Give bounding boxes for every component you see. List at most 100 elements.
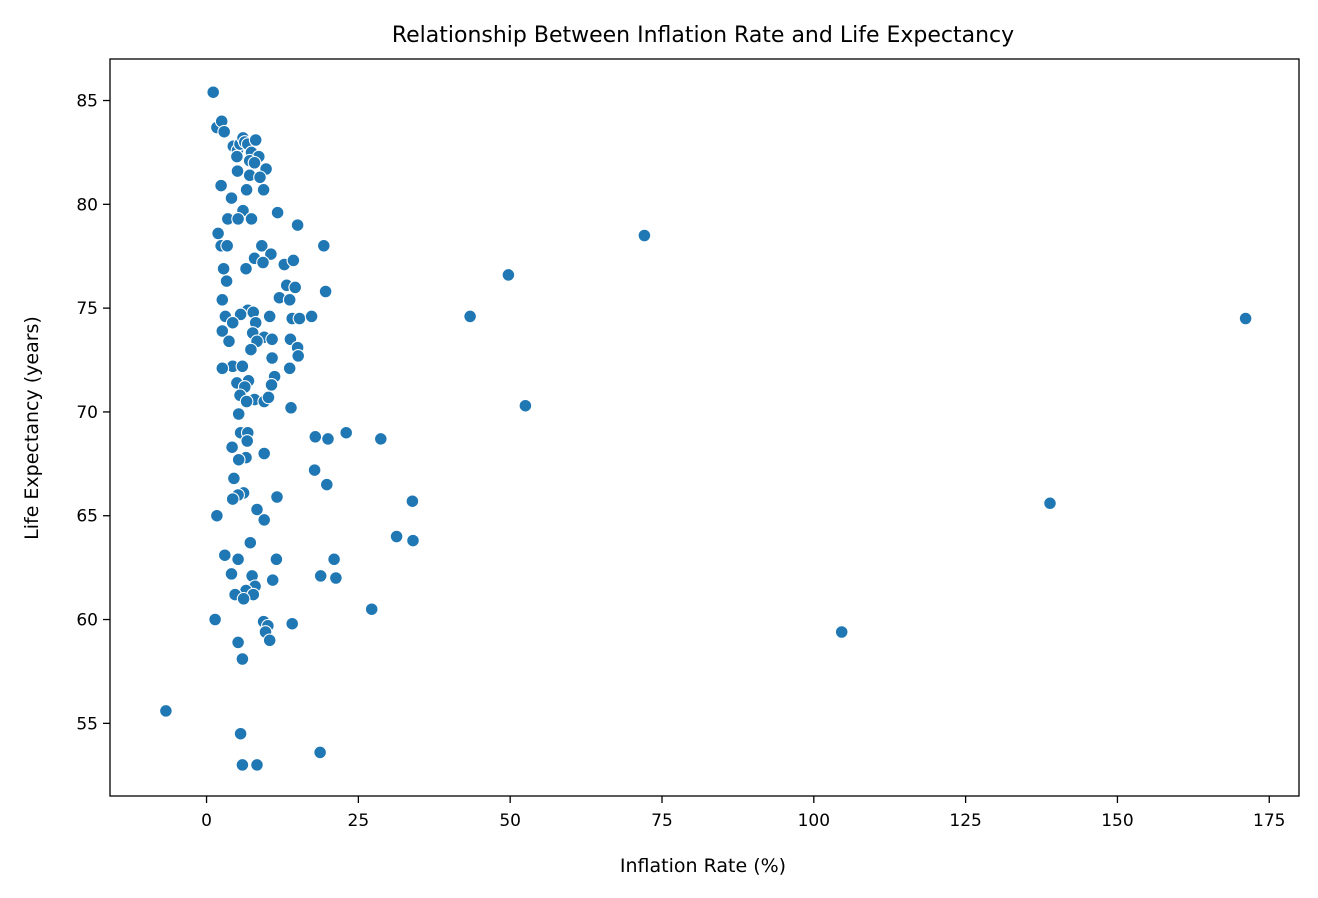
data-point [257, 446, 272, 461]
plot-frame [109, 58, 1300, 797]
data-points [159, 85, 1253, 772]
data-point [406, 533, 420, 548]
data-point [231, 212, 245, 226]
x-tick-label: 25 [348, 811, 370, 831]
data-point [308, 429, 323, 444]
x-tick-label: 75 [651, 811, 673, 831]
data-point [247, 155, 262, 170]
data-point [233, 726, 248, 741]
data-point [282, 292, 297, 307]
data-point [231, 635, 245, 650]
data-point [319, 477, 334, 492]
data-point [231, 452, 246, 467]
data-point [389, 529, 404, 544]
data-point [313, 569, 328, 583]
data-point [270, 490, 284, 504]
y-axis-label: Life Expectancy (years) [21, 316, 43, 540]
x-tick-label: 100 [798, 811, 830, 831]
x-tick-label: 150 [1101, 811, 1133, 831]
data-point [208, 612, 222, 627]
data-point [834, 625, 849, 639]
data-point [288, 280, 303, 295]
data-point [269, 552, 284, 567]
data-point [219, 274, 234, 288]
data-point [250, 502, 264, 517]
data-point [239, 394, 254, 409]
data-point [239, 261, 253, 276]
data-point [1238, 311, 1253, 326]
data-point [224, 567, 239, 581]
data-point [262, 633, 277, 648]
data-point [216, 261, 231, 276]
y-tick-label: 75 [76, 299, 98, 319]
data-point [339, 425, 354, 440]
data-point [220, 238, 235, 253]
data-point [265, 573, 280, 587]
data-point [286, 253, 301, 268]
data-point [233, 307, 248, 322]
data-point [256, 182, 271, 197]
y-tick-label: 80 [76, 195, 98, 215]
data-point [321, 432, 335, 446]
data-point [304, 309, 319, 324]
data-point [248, 133, 263, 147]
data-point [250, 758, 264, 772]
chart-title: Relationship Between Inflation Rate and … [392, 23, 1014, 48]
data-point [243, 535, 258, 550]
data-point [231, 407, 246, 421]
data-point [265, 332, 279, 347]
data-point [318, 284, 333, 299]
data-point [217, 124, 232, 139]
data-point [285, 616, 300, 631]
data-point [236, 591, 251, 606]
x-tick-label: 0 [201, 811, 212, 831]
data-point [254, 238, 269, 253]
data-point [235, 359, 250, 374]
data-point [211, 226, 225, 241]
data-point [405, 494, 420, 509]
data-point [291, 349, 306, 363]
data-point [373, 432, 388, 446]
x-tick-label: 175 [1253, 811, 1285, 831]
data-point [206, 85, 221, 100]
data-point [214, 178, 228, 193]
data-point [159, 704, 173, 718]
data-point [227, 471, 241, 486]
data-point [215, 292, 230, 307]
data-point [501, 268, 516, 282]
data-point [235, 758, 250, 772]
data-point [235, 652, 250, 666]
data-point [270, 205, 285, 220]
data-point [262, 309, 277, 324]
data-point [637, 228, 652, 243]
data-point [253, 170, 267, 185]
data-point [230, 164, 245, 178]
data-point [284, 400, 298, 415]
data-point [222, 334, 236, 349]
data-point [316, 238, 331, 253]
x-tick-label: 50 [499, 811, 521, 831]
data-point [282, 361, 297, 376]
data-point [210, 508, 224, 523]
data-point [307, 463, 322, 477]
data-point [224, 191, 239, 205]
data-point [225, 315, 240, 330]
data-point [217, 548, 232, 563]
y-tick-label: 85 [76, 92, 98, 112]
y-tick-label: 70 [76, 403, 98, 423]
data-point [261, 390, 276, 405]
data-point [231, 552, 245, 567]
y-tick-label: 60 [76, 611, 98, 631]
data-point [329, 571, 343, 585]
data-point [256, 255, 270, 270]
x-axis: 0 25 50 75 100 125 150 175 [201, 796, 1285, 831]
data-point [292, 311, 307, 326]
data-point [244, 342, 258, 357]
data-point [264, 247, 278, 261]
data-point [1043, 496, 1057, 511]
data-point [240, 434, 255, 448]
y-axis: 55 60 65 70 75 80 85 [76, 92, 110, 734]
data-point [230, 149, 244, 164]
data-point [257, 513, 272, 527]
